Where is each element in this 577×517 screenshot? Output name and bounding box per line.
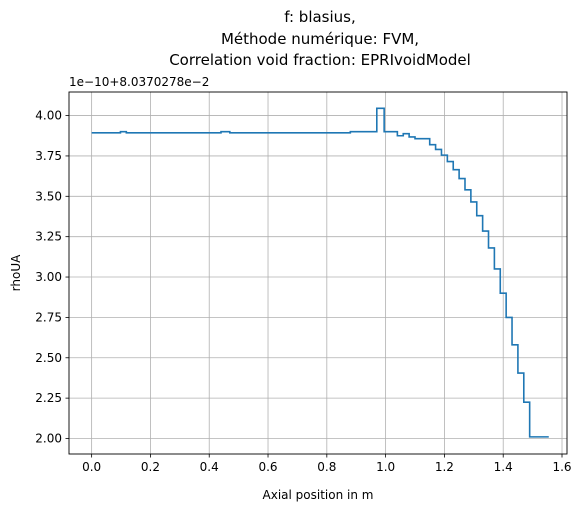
axis-ticks: 0.0 0.2 0.4 0.6 0.8 1.0 1.2 1.4 1.6 2.00 2.25 2.50 2… [35, 109, 571, 474]
grid [69, 92, 567, 454]
x-tick-label: 0.2 [141, 460, 160, 474]
y-axis-label: rhoUA [9, 254, 23, 291]
y-tick-label: 3.25 [35, 230, 62, 244]
x-tick-label: 1.6 [552, 460, 571, 474]
x-tick-label: 1.0 [376, 460, 395, 474]
series-line-0 [91, 107, 549, 438]
y-tick-label: 3.00 [35, 270, 62, 284]
y-tick-label: 2.75 [35, 310, 62, 324]
y-tick-label: 4.00 [35, 109, 62, 123]
chart-title-line-3: Correlation void fraction: EPRIvoidModel [169, 51, 471, 69]
y-offset-text: 1e−10+8.0370278e−2 [69, 75, 209, 89]
x-tick-label: 0.8 [317, 460, 336, 474]
chart-title-line-2: Méthode numérique: FVM, [221, 30, 419, 48]
x-tick-label: 1.4 [494, 460, 513, 474]
y-tick-label: 3.75 [35, 149, 62, 163]
x-tick-label: 0.4 [200, 460, 219, 474]
x-tick-label: 0.6 [258, 460, 277, 474]
x-axis-label: Axial position in m [263, 488, 374, 502]
y-tick-label: 3.50 [35, 189, 62, 203]
plot-series [91, 107, 549, 438]
y-tick-label: 2.25 [35, 391, 62, 405]
x-tick-label: 1.2 [435, 460, 454, 474]
chart-title-line-1: f: blasius, [284, 8, 356, 26]
y-tick-label: 2.50 [35, 351, 62, 365]
plot-frame [68, 91, 568, 455]
y-tick-label: 2.00 [35, 431, 62, 445]
x-tick-label: 0.0 [82, 460, 101, 474]
